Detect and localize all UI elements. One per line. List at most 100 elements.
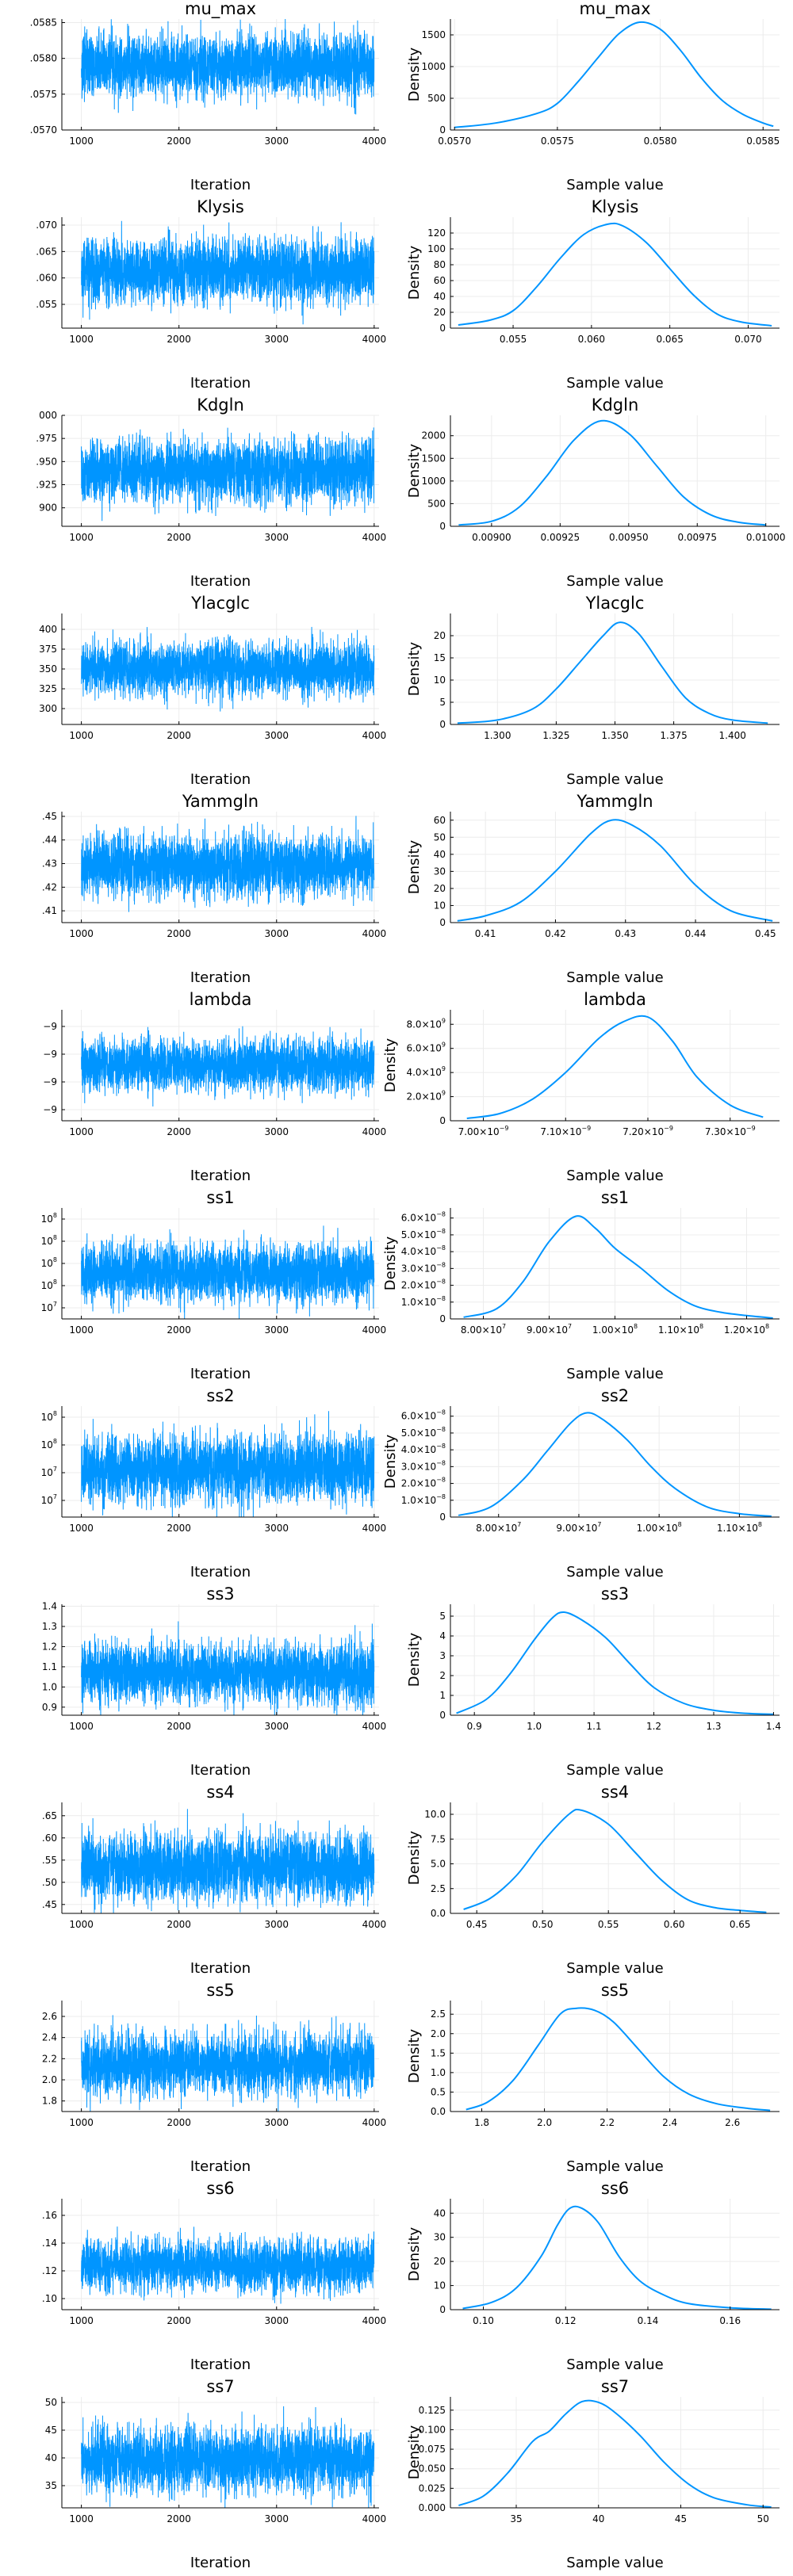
x-tick-label: 1000 — [69, 2117, 94, 2128]
x-tick-label: 1.00×108 — [592, 1323, 638, 1336]
y-tick-label: 108 — [41, 1212, 57, 1225]
plot-title: mu_max — [185, 0, 256, 19]
y-tick-label: .0580 — [30, 53, 57, 64]
x-tick-label: 40 — [592, 2513, 604, 2524]
density-curve — [463, 1215, 773, 1319]
x-tick-label: 0.060 — [578, 334, 605, 345]
y-tick-label: 350 — [39, 663, 57, 675]
x-tick-label: 1.350 — [601, 730, 628, 741]
x-tick-label: 1.8 — [474, 2117, 489, 2128]
y-tick-label: 0 — [439, 719, 446, 730]
x-tick-label: 1000 — [69, 532, 94, 543]
x-tick-label: 4000 — [362, 2513, 387, 2524]
y-tick-label: 1.0×10−8 — [401, 1295, 446, 1308]
y-tick-label: 0.125 — [419, 2405, 446, 2416]
x-axis-label: Iteration — [190, 2555, 251, 2571]
y-tick-label: 1.0 — [42, 1681, 57, 1692]
y-tick-label: .060 — [36, 273, 57, 284]
y-tick-label: 20 — [434, 2256, 446, 2267]
x-tick-label: 50 — [757, 2513, 769, 2524]
x-tick-label: 1000 — [69, 1721, 94, 1732]
plot-title: ss5 — [206, 1981, 234, 2000]
y-tick-label: 400 — [39, 624, 57, 635]
trace-plot-ss6: ss6 1000 2000 3000 4000 .10 .12 .14 .16 Iteration — [42, 2179, 386, 2373]
y-tick-label: 0 — [439, 917, 446, 928]
y-tick-label: 30 — [434, 2232, 446, 2243]
density-curve — [466, 1015, 764, 1119]
y-tick-label: 0.100 — [419, 2424, 446, 2435]
trace-series — [81, 1225, 375, 1320]
y-tick-label: 20 — [434, 307, 446, 318]
density-plot-lambda: lambda 7.00×10−9 7.10×10−9 7.20×10−9 7.30×10… — [382, 990, 780, 1184]
y-tick-label: 108 — [41, 1234, 57, 1247]
trace-series — [81, 1411, 375, 1518]
y-tick-label: 5 — [439, 1611, 446, 1622]
y-axis-label: Density — [406, 443, 423, 498]
x-axis-label: Iteration — [190, 1960, 251, 1977]
x-tick-label: 8.00×107 — [476, 1521, 521, 1534]
x-tick-label: 4000 — [362, 1324, 387, 1336]
x-tick-label: 2000 — [167, 1919, 191, 1930]
x-tick-label: 1.10×108 — [717, 1521, 762, 1534]
y-tick-label: .070 — [36, 220, 57, 231]
trace-plot-mu_max: mu_max 1000 2000 3000 4000 .0570 .0575 .0580 .05… — [30, 0, 386, 193]
x-tick-label: 3000 — [264, 2117, 289, 2128]
plot-title: mu_max — [579, 0, 650, 19]
x-tick-label: 4000 — [362, 1721, 387, 1732]
y-tick-label: 0 — [439, 1115, 446, 1126]
x-tick-label: 1.1 — [587, 1721, 602, 1732]
plot-title: Ylacglc — [190, 594, 250, 613]
density-curve — [465, 2007, 771, 2112]
trace-plot-yammgln: Yammgln 1000 2000 3000 4000 .41 .42 .43 .44 .45 It… — [42, 792, 386, 986]
density-curve — [458, 419, 766, 526]
x-tick-label: 2000 — [167, 334, 191, 345]
x-tick-label: 3000 — [264, 2513, 289, 2524]
y-axis-label: Density — [406, 2425, 423, 2479]
y-tick-label: 000 — [39, 410, 57, 421]
x-tick-label: 2.0 — [537, 2117, 552, 2128]
y-tick-label: .12 — [42, 2265, 57, 2276]
y-axis-label: Density — [406, 245, 423, 300]
density-curve — [457, 819, 773, 922]
y-axis-label: Density — [406, 2028, 423, 2083]
x-axis-label: Iteration — [190, 177, 251, 193]
trace-series — [81, 1809, 375, 1914]
plot-title: Ylacglc — [585, 594, 645, 613]
trace-plot-klysis: Klysis 1000 2000 3000 4000 .055 .060 .065 .070 It… — [36, 197, 386, 392]
x-tick-label: 2.4 — [662, 2117, 677, 2128]
y-tick-label: 2.0 — [431, 2028, 446, 2039]
x-tick-label: 1.0 — [527, 1721, 542, 1732]
y-tick-label: .50 — [42, 1877, 57, 1888]
x-tick-label: 4000 — [362, 136, 387, 147]
x-axis-label: Iteration — [190, 1762, 251, 1779]
y-axis-label: Density — [406, 2226, 423, 2281]
plot-title: ss3 — [601, 1584, 629, 1603]
trace-plot-lambda: lambda 1000 2000 3000 4000 −9 −9 −9 −9 Iteration — [43, 990, 386, 1184]
trace-plot-ss4: ss4 1000 2000 3000 4000 .45 .50 .55 .60 .65 Iterat… — [42, 1783, 386, 1977]
x-tick-label: 0.16 — [719, 2315, 741, 2326]
density-curve — [458, 1412, 772, 1517]
x-axis-label: Sample value — [566, 969, 663, 986]
y-tick-label: −9 — [43, 1076, 57, 1087]
x-tick-label: 2000 — [167, 2513, 191, 2524]
x-tick-label: 0.01000 — [746, 532, 786, 543]
y-tick-label: 0.075 — [419, 2444, 446, 2455]
x-tick-label: 2000 — [167, 1721, 191, 1732]
x-tick-label: 0.43 — [615, 928, 636, 939]
trace-series — [81, 1621, 375, 1716]
x-tick-label: 2.6 — [725, 2117, 740, 2128]
y-axis-label: Density — [382, 1236, 399, 1290]
y-tick-label: 3.0×10−8 — [401, 1459, 446, 1472]
x-axis-label: Iteration — [190, 2158, 251, 2175]
y-tick-label: .10 — [42, 2293, 57, 2304]
y-tick-label: .065 — [36, 246, 57, 257]
x-tick-label: 1000 — [69, 1523, 94, 1534]
x-tick-label: 35 — [510, 2513, 522, 2524]
y-tick-label: 0.9 — [42, 1702, 57, 1713]
x-tick-label: 0.14 — [638, 2315, 659, 2326]
y-tick-label: .950 — [36, 456, 57, 467]
x-tick-label: 0.00975 — [677, 532, 717, 543]
x-tick-label: 0.55 — [598, 1919, 619, 1930]
y-tick-label: 45 — [45, 2425, 57, 2436]
y-tick-label: 10 — [434, 2280, 446, 2291]
